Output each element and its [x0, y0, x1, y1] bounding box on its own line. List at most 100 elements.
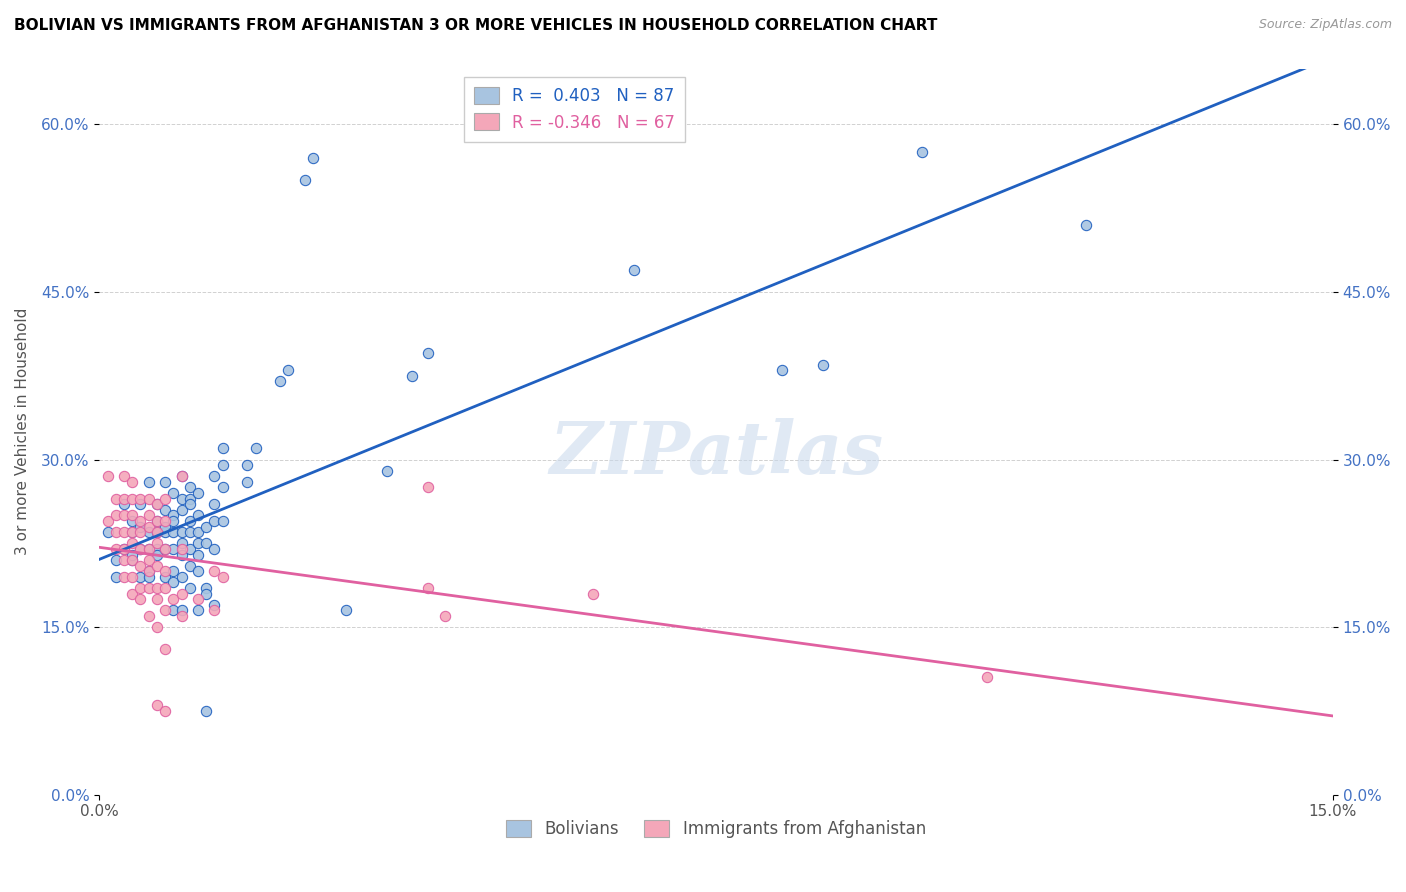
Point — [187, 486, 209, 500]
Point — [138, 541, 160, 556]
Point — [153, 581, 176, 595]
Point — [153, 564, 176, 578]
Point — [170, 541, 193, 556]
Point — [121, 514, 143, 528]
Point — [187, 525, 209, 540]
Point — [153, 475, 176, 489]
Point — [146, 620, 169, 634]
Point — [138, 570, 160, 584]
Point — [112, 541, 135, 556]
Point — [162, 514, 184, 528]
Point — [138, 525, 160, 540]
Point — [204, 469, 226, 483]
Point — [211, 514, 233, 528]
Point — [129, 581, 152, 595]
Point — [187, 564, 209, 578]
Point — [138, 475, 160, 489]
Point — [170, 525, 193, 540]
Point — [146, 497, 169, 511]
Point — [153, 525, 176, 540]
Point — [121, 548, 143, 562]
Point — [121, 491, 143, 506]
Point — [153, 704, 176, 718]
Point — [162, 541, 184, 556]
Point — [269, 375, 291, 389]
Point — [211, 458, 233, 472]
Point — [146, 581, 169, 595]
Point — [121, 586, 143, 600]
Point — [187, 536, 209, 550]
Point — [146, 525, 169, 540]
Point — [104, 570, 127, 584]
Point — [195, 704, 218, 718]
Text: BOLIVIAN VS IMMIGRANTS FROM AFGHANISTAN 3 OR MORE VEHICLES IN HOUSEHOLD CORRELAT: BOLIVIAN VS IMMIGRANTS FROM AFGHANISTAN … — [14, 18, 938, 33]
Point — [129, 541, 152, 556]
Point — [138, 609, 160, 624]
Point — [129, 570, 152, 584]
Point — [104, 541, 127, 556]
Point — [195, 536, 218, 550]
Point — [170, 491, 193, 506]
Point — [179, 581, 201, 595]
Point — [179, 514, 201, 528]
Point — [96, 525, 118, 540]
Point — [104, 525, 127, 540]
Point — [245, 442, 267, 456]
Point — [121, 553, 143, 567]
Point — [153, 541, 176, 556]
Point — [195, 581, 218, 595]
Point — [418, 346, 440, 360]
Point — [204, 514, 226, 528]
Point — [129, 519, 152, 533]
Point — [418, 480, 440, 494]
Point — [162, 575, 184, 590]
Point — [211, 442, 233, 456]
Point — [187, 508, 209, 523]
Point — [153, 541, 176, 556]
Point — [582, 586, 605, 600]
Text: Source: ZipAtlas.com: Source: ZipAtlas.com — [1258, 18, 1392, 31]
Point — [121, 525, 143, 540]
Point — [112, 525, 135, 540]
Point — [910, 145, 932, 160]
Point — [146, 558, 169, 573]
Point — [129, 541, 152, 556]
Point — [162, 564, 184, 578]
Point — [129, 558, 152, 573]
Point — [204, 497, 226, 511]
Point — [138, 581, 160, 595]
Point — [179, 491, 201, 506]
Point — [204, 564, 226, 578]
Point — [121, 508, 143, 523]
Point — [121, 536, 143, 550]
Point — [811, 358, 834, 372]
Point — [112, 570, 135, 584]
Point — [129, 525, 152, 540]
Point — [112, 508, 135, 523]
Point — [104, 553, 127, 567]
Point — [187, 592, 209, 607]
Point — [138, 508, 160, 523]
Point — [104, 508, 127, 523]
Point — [277, 363, 299, 377]
Point — [179, 497, 201, 511]
Point — [138, 491, 160, 506]
Point — [129, 592, 152, 607]
Point — [770, 363, 793, 377]
Point — [112, 553, 135, 567]
Point — [112, 469, 135, 483]
Point — [204, 541, 226, 556]
Point — [153, 514, 176, 528]
Point — [187, 603, 209, 617]
Point — [162, 486, 184, 500]
Point — [170, 536, 193, 550]
Point — [195, 519, 218, 533]
Point — [146, 698, 169, 713]
Point — [236, 458, 259, 472]
Point — [96, 514, 118, 528]
Point — [146, 536, 169, 550]
Point — [302, 151, 325, 165]
Point — [129, 497, 152, 511]
Point — [121, 570, 143, 584]
Point — [179, 480, 201, 494]
